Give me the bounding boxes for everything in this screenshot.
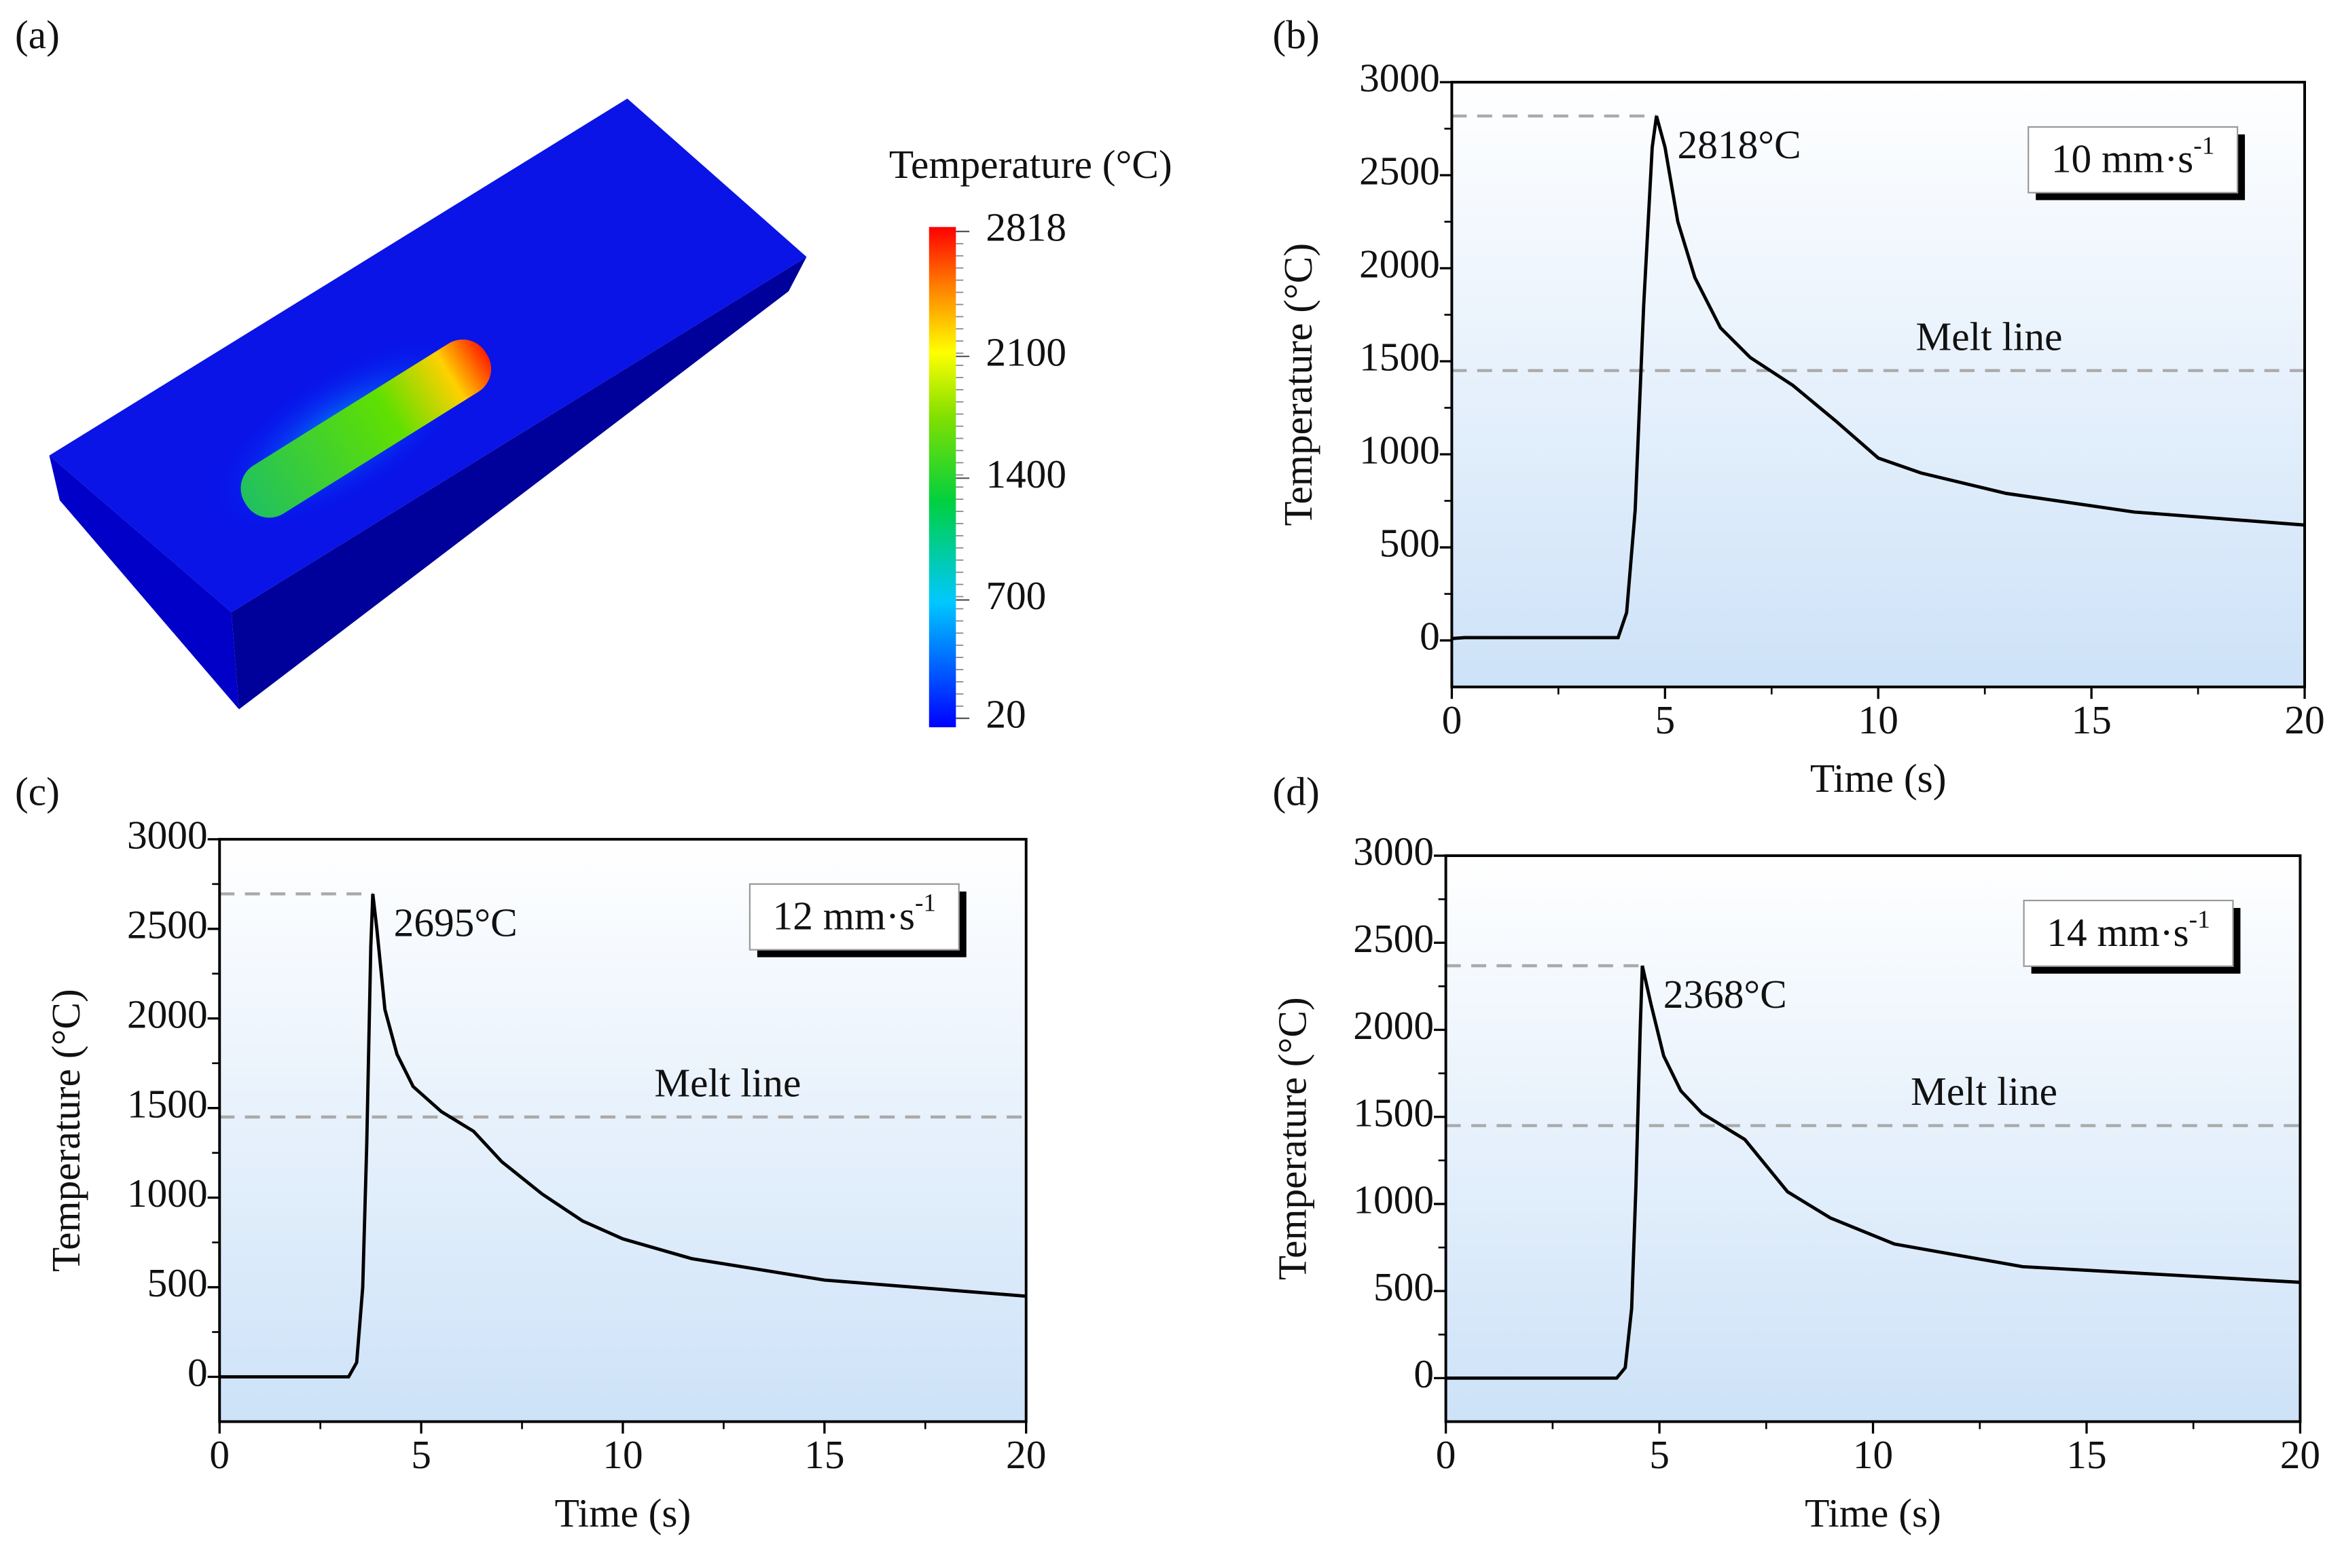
temperature-curve (1445, 965, 2301, 1380)
plot-frame (1444, 854, 2302, 1423)
speed-label-text: 12 mm·s (773, 893, 915, 938)
block-side (231, 257, 807, 710)
x-tick-label: 10 (1858, 697, 1898, 742)
workpiece (49, 98, 807, 710)
panel-label: (a) (15, 12, 60, 57)
colorbar-tick-label: 700 (986, 573, 1046, 618)
y-tick-label: 1000 (127, 1171, 208, 1216)
y-tick-label: 2500 (1353, 916, 1434, 961)
x-tick-label: 10 (1853, 1432, 1893, 1477)
y-tick-label: 1500 (127, 1081, 208, 1126)
x-tick-label: 20 (2284, 697, 2324, 742)
speed-label-exponent: -1 (2193, 132, 2214, 160)
x-axis-label: Time (s) (1805, 1491, 1941, 1535)
y-tick-label: 1000 (1353, 1178, 1434, 1222)
melt-line-label: Melt line (654, 1061, 801, 1106)
y-axis-label: Temperature (°C) (1276, 243, 1320, 526)
y-axis-label: Temperature (°C) (43, 989, 88, 1272)
melt-track (240, 339, 492, 518)
y-tick-label: 0 (187, 1350, 208, 1395)
x-tick-label: 15 (2066, 1432, 2106, 1477)
colorbar-tick-label: 2818 (986, 205, 1066, 250)
x-tick-label: 15 (2071, 697, 2111, 742)
y-axis-label: Temperature (°C) (1269, 997, 1314, 1280)
colorbar-tick-label: 2100 (986, 329, 1066, 374)
colorbar-tick-label: 1400 (986, 452, 1066, 496)
x-tick-label: 5 (1655, 697, 1675, 742)
y-tick-label: 1500 (1359, 335, 1440, 380)
speed-label-text: 10 mm·s (2051, 136, 2193, 181)
block-front (49, 455, 239, 710)
plot-frame (218, 837, 1028, 1423)
peak-label: 2818°C (1678, 122, 1801, 167)
y-tick-label: 500 (1380, 521, 1440, 566)
melt-line-label: Melt line (1911, 1069, 2057, 1114)
x-axis-label: Time (s) (1810, 756, 1947, 801)
speed-box (2028, 126, 2239, 194)
x-tick-label: 0 (1436, 1432, 1456, 1477)
colorbar-tick-label: 20 (986, 691, 1026, 736)
y-tick-label: 2000 (1353, 1003, 1434, 1048)
y-tick-label: 0 (1413, 1351, 1434, 1396)
x-axis-label: Time (s) (555, 1491, 691, 1535)
speed-box (749, 883, 960, 951)
plot-frame (1450, 81, 2307, 689)
panel: (c) 0 5 10 15 20 0 500 1000 1500 2000 2500 3000 Time … (15, 769, 1046, 1535)
x-tick-label: 5 (1649, 1432, 1670, 1477)
speed-label-exponent: -1 (915, 889, 936, 917)
y-tick-label: 3000 (1359, 56, 1440, 101)
colorbar-title: Temperature (°C) (889, 142, 1172, 187)
x-tick-label: 15 (804, 1432, 844, 1477)
speed-box (2023, 899, 2234, 967)
x-tick-label: 0 (209, 1432, 230, 1477)
y-tick-label: 500 (147, 1260, 208, 1305)
y-tick-label: 3000 (1353, 829, 1434, 874)
x-tick-label: 0 (1442, 697, 1462, 742)
x-tick-label: 10 (602, 1432, 643, 1477)
peak-label: 2368°C (1663, 972, 1787, 1017)
y-tick-label: 0 (1420, 614, 1440, 659)
y-tick-label: 1000 (1359, 428, 1440, 473)
speed-label: 12 mm·s-1 (773, 889, 937, 938)
speed-label-exponent: -1 (2189, 905, 2210, 933)
panel-label: (d) (1273, 769, 1320, 814)
panel-label: (c) (15, 769, 60, 814)
y-tick-label: 500 (1373, 1264, 1434, 1309)
y-tick-label: 2000 (127, 991, 208, 1036)
panel-label: (b) (1273, 12, 1320, 57)
y-tick-label: 2000 (1359, 242, 1440, 287)
panel: (d) 0 5 10 15 20 0 500 1000 1500 2000 2500 3000 Time … (1269, 769, 2320, 1535)
speed-label: 14 mm·s-1 (2047, 905, 2210, 954)
x-tick-label: 20 (2280, 1432, 2320, 1477)
x-tick-label: 5 (411, 1432, 431, 1477)
y-tick-label: 2500 (1359, 149, 1440, 194)
panel: (b) 0 5 10 15 20 0 500 1000 1500 2000 2500 3000 Time … (1273, 12, 2325, 801)
speed-label-text: 14 mm·s (2047, 909, 2188, 954)
temperature-curve (1452, 115, 2305, 640)
melt-line-label: Melt line (1915, 314, 2062, 359)
y-tick-label: 1500 (1353, 1090, 1434, 1135)
y-tick-label: 3000 (127, 812, 208, 857)
temperature-curve (219, 894, 1026, 1379)
peak-label: 2695°C (394, 900, 518, 945)
y-tick-label: 2500 (127, 902, 208, 947)
x-tick-label: 20 (1006, 1432, 1046, 1477)
colorbar (929, 227, 956, 727)
speed-label: 10 mm·s-1 (2051, 132, 2215, 181)
